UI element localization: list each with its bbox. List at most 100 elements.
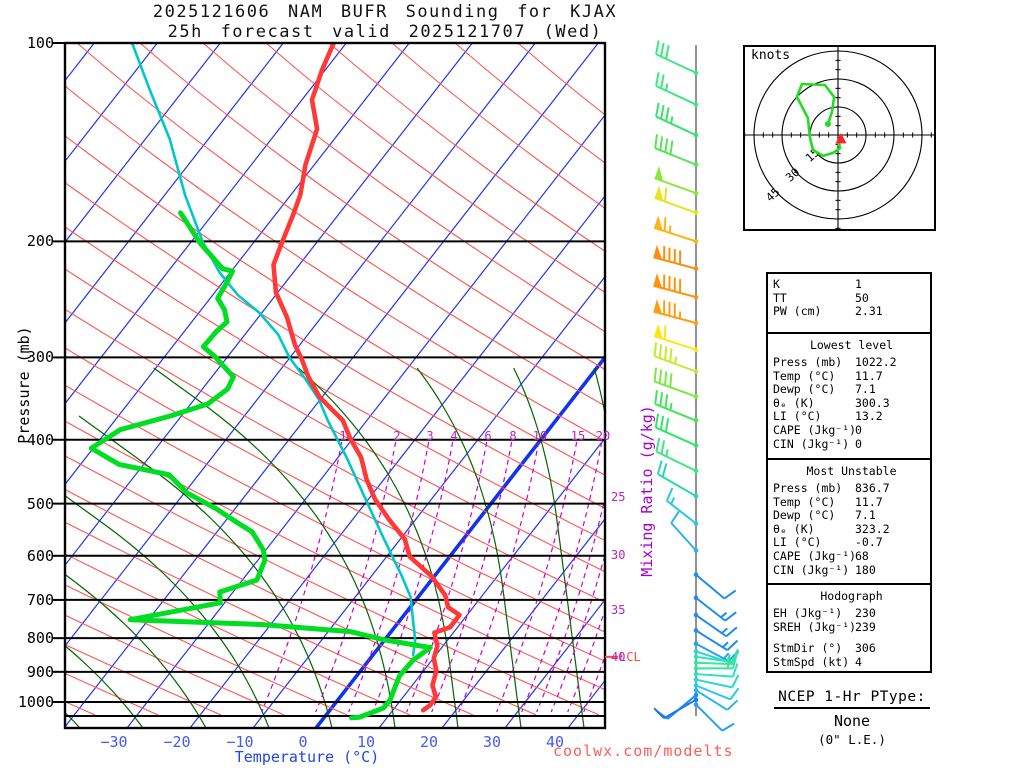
barb-full [670,510,680,524]
pressure-tick-label: 800 [26,629,54,648]
wind-barb-shaft [663,698,697,720]
mixing-ratio-axis-title: Mixing Ratio (g/kg) [638,405,656,577]
isotherm [65,43,473,567]
barb-full [660,74,665,89]
wind-barb-shaft [657,473,697,497]
wind-barb [656,460,699,499]
wind-barb-shaft [654,380,697,398]
isotherm [65,43,410,486]
barb-full [661,463,668,478]
dry-adiabat [65,85,605,442]
wind-barb-column [653,40,740,732]
stats-value: 0 [855,436,862,451]
stats-value: -0.7 [855,535,883,550]
moist-adiabat [297,367,459,728]
wind-barb [653,215,699,244]
stats-row: Dewp (°C) 7.1 [773,382,930,396]
dry-adiabat [391,43,605,209]
wind-barb-shaft [695,673,733,678]
wind-barb [654,413,699,448]
stats-gap [773,633,930,641]
barb-full [656,460,663,475]
mixing-ratio-line [536,495,605,713]
barb-full [664,138,669,153]
stats-label: Press (mb) [773,355,843,369]
mixing-ratio-label-right: 30 [611,548,626,562]
stats-row: StmDir (°) 306 [773,641,930,655]
barb-half [726,661,731,669]
wind-barb [654,390,699,423]
wind-barb-shaft [670,522,697,552]
temperature-tick-label: −10 [226,733,254,751]
wind-barb [653,299,699,326]
ptype-detail: (0" L.E.) [818,732,886,747]
barb-full [660,440,666,455]
parcel-trace [130,43,417,657]
barb-half [721,627,728,634]
stats-value: 230 [855,606,876,620]
stats-value: 4 [855,654,862,669]
stats-label: Temp (°C) [773,494,836,509]
stats-row: Press (mb) 836.7 [773,481,930,495]
pressure-tick-label: 200 [26,232,54,251]
isotherm [252,275,605,728]
mixing-ratio-line [315,441,397,713]
temperature-tick-label: 20 [419,733,439,751]
stats-value: 50 [855,290,869,305]
temperature-tick-label: −20 [163,733,191,751]
barb-full [655,72,660,87]
barb-full [655,437,661,452]
wind-barb-shaft [653,226,697,243]
hodograph-trace [795,82,842,158]
stats-section-indices: K 1 TT 50 PW (cm) 2.31 [768,274,930,332]
barb-pennant [654,215,663,231]
stats-section-header: Lowest level [809,338,894,352]
temperature-trace [271,43,462,713]
lcl-label: LCL [619,650,641,664]
wind-barb [653,244,699,271]
barb-pennant [654,185,664,201]
mixing-ratio-line [431,441,513,713]
dry-adiabat [65,384,605,662]
chart-title: 2025121606 NAM BUFR Sounding for KJAX 25… [60,2,710,42]
wind-barb [655,102,699,138]
barb-pennant [654,323,663,339]
dry-adiabat [65,135,605,476]
moist-adiabat [65,495,270,728]
isotherm [504,598,605,728]
isotherm [378,437,605,728]
stats-label: Temp (°C) [773,368,836,383]
stats-value: 2.31 [855,304,883,319]
temperature-tick-label: −30 [100,733,128,751]
stats-value: 7.1 [855,508,876,523]
stats-row: PW (cm) 2.31 [773,304,930,318]
mixing-ratio-label: 6 [484,429,492,443]
stats-row: Press (mb) 1022.2 [773,355,930,369]
barb-full [729,687,740,700]
stats-row: LI (°C) 13.2 [773,409,930,423]
dry-adiabat [328,43,605,252]
mixing-ratio-label-right: 25 [611,490,626,504]
isotherm [189,194,605,728]
barb-pennant [654,165,664,182]
barb-half [670,497,675,505]
barb-full [731,674,740,688]
barb-pennant [653,273,663,289]
wind-barb [670,510,699,553]
dry-adiabat [65,584,348,716]
ptype-heading: NCEP 1-Hr PType: [774,689,930,709]
barb-full [653,367,657,382]
wind-barb-shaft [654,196,697,214]
mixing-ratio-label: 2 [393,429,401,443]
stats-label: Dewp (°C) [773,508,836,523]
barb-full [659,392,664,407]
wind-barb [654,185,699,216]
wind-barb-shaft [655,85,697,106]
stats-section-hodograph: Hodograph EH (Jkg⁻¹) 230 SREH (Jkg⁻¹) 239 Stm… [768,583,930,675]
stats-label: CIN (Jkg⁻¹) [773,436,850,451]
mixing-ratio-line [550,552,605,713]
barb-full [654,134,659,149]
moist-adiabat [513,367,585,728]
